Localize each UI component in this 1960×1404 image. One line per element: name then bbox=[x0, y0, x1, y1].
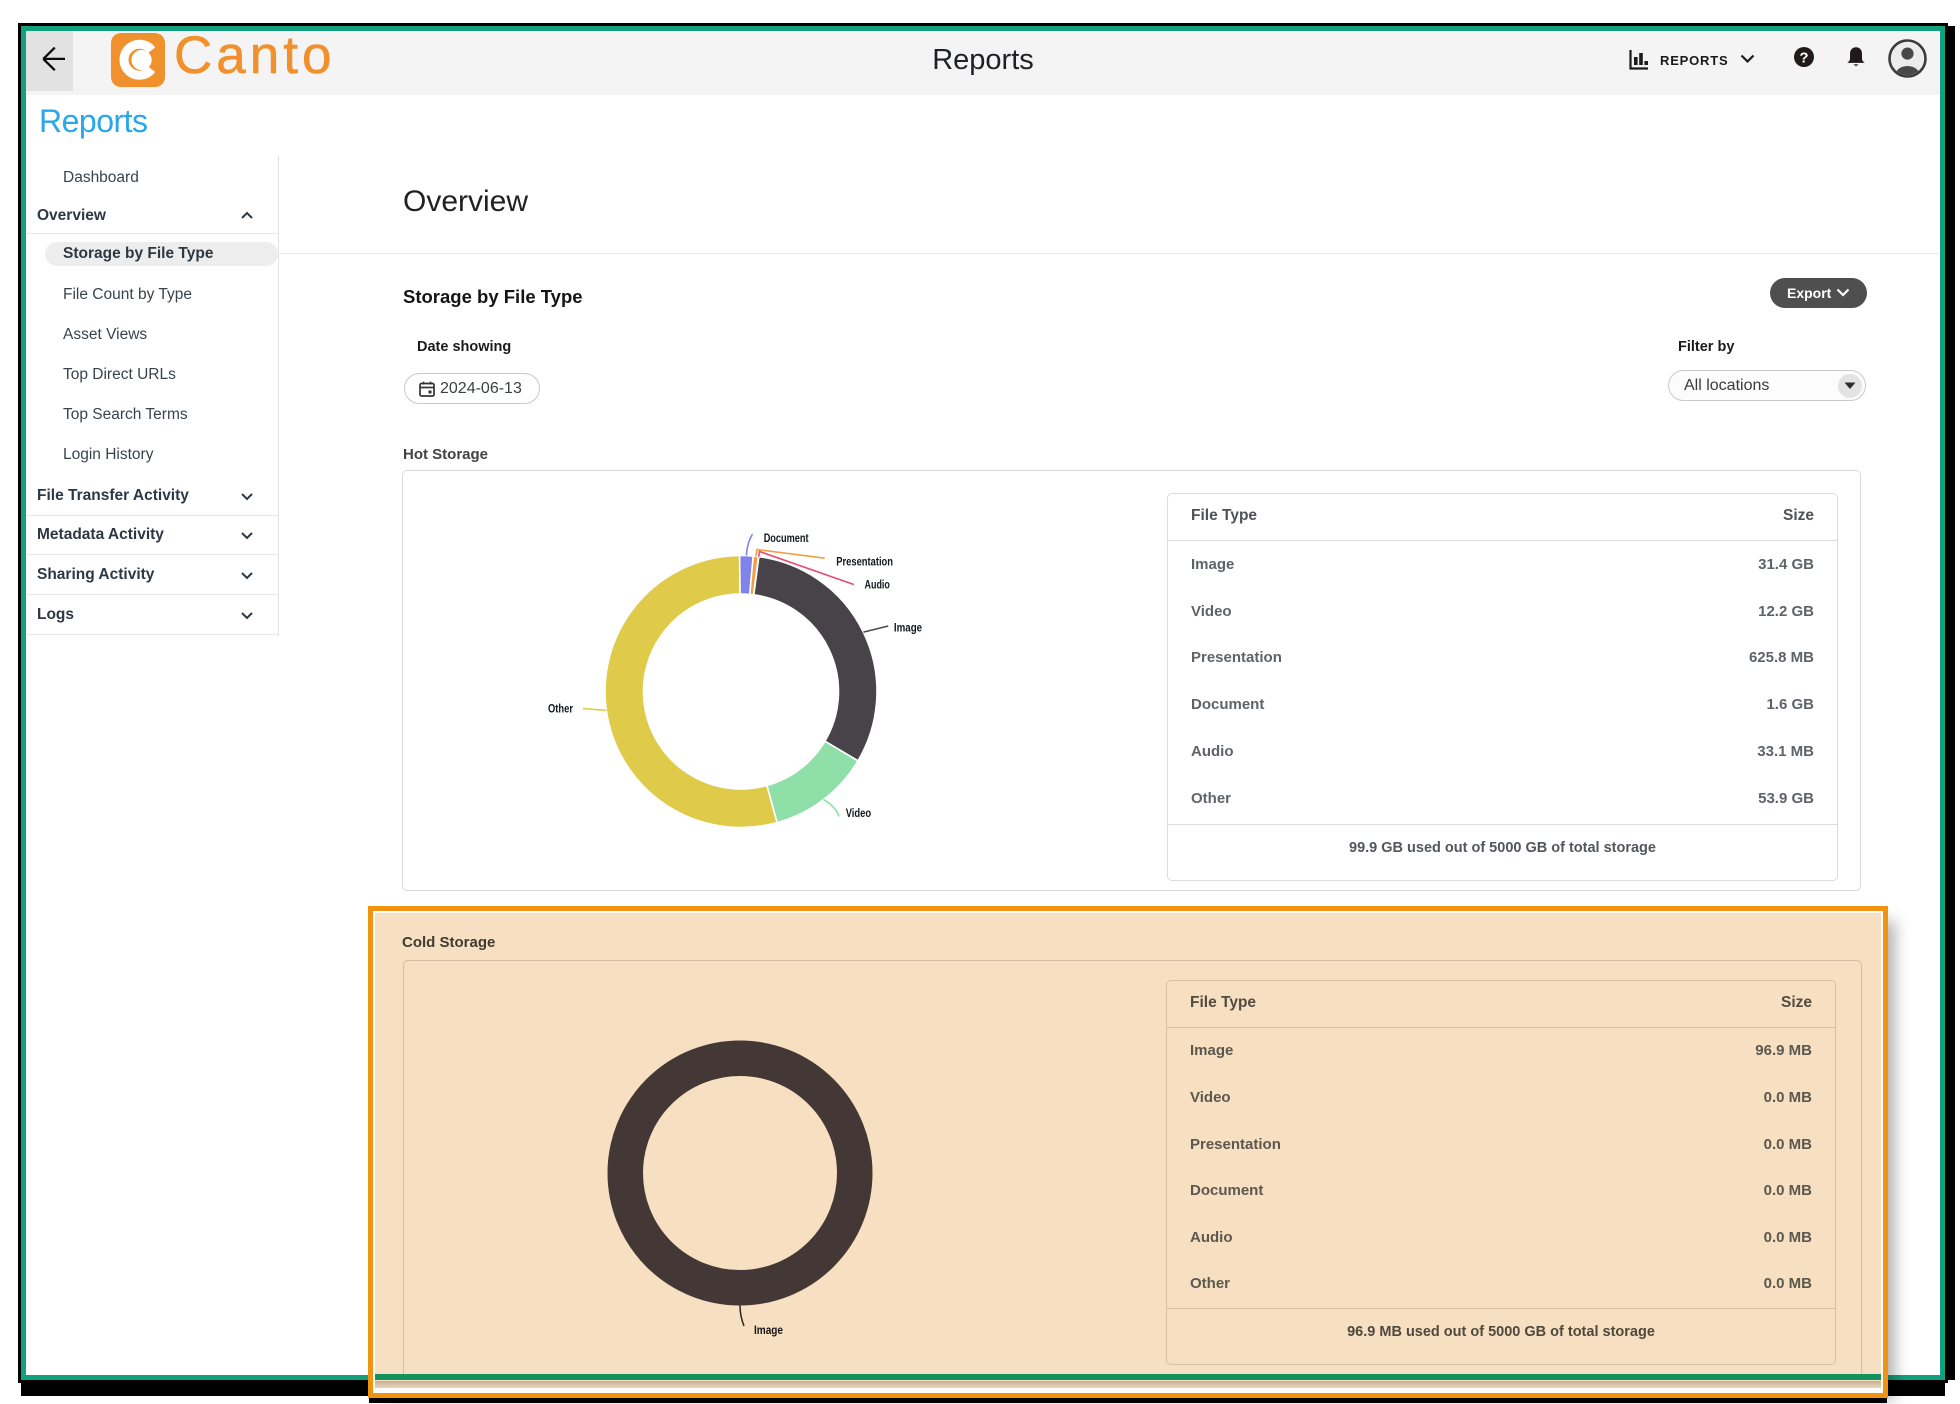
svg-text:Other: Other bbox=[548, 702, 573, 716]
svg-text:Presentation: Presentation bbox=[836, 554, 893, 568]
svg-text:Document: Document bbox=[764, 531, 809, 545]
svg-text:Image: Image bbox=[894, 621, 922, 635]
svg-text:Image: Image bbox=[754, 1323, 783, 1337]
svg-text:?: ? bbox=[1799, 49, 1808, 66]
svg-text:Video: Video bbox=[846, 806, 872, 820]
svg-text:Audio: Audio bbox=[865, 578, 890, 592]
